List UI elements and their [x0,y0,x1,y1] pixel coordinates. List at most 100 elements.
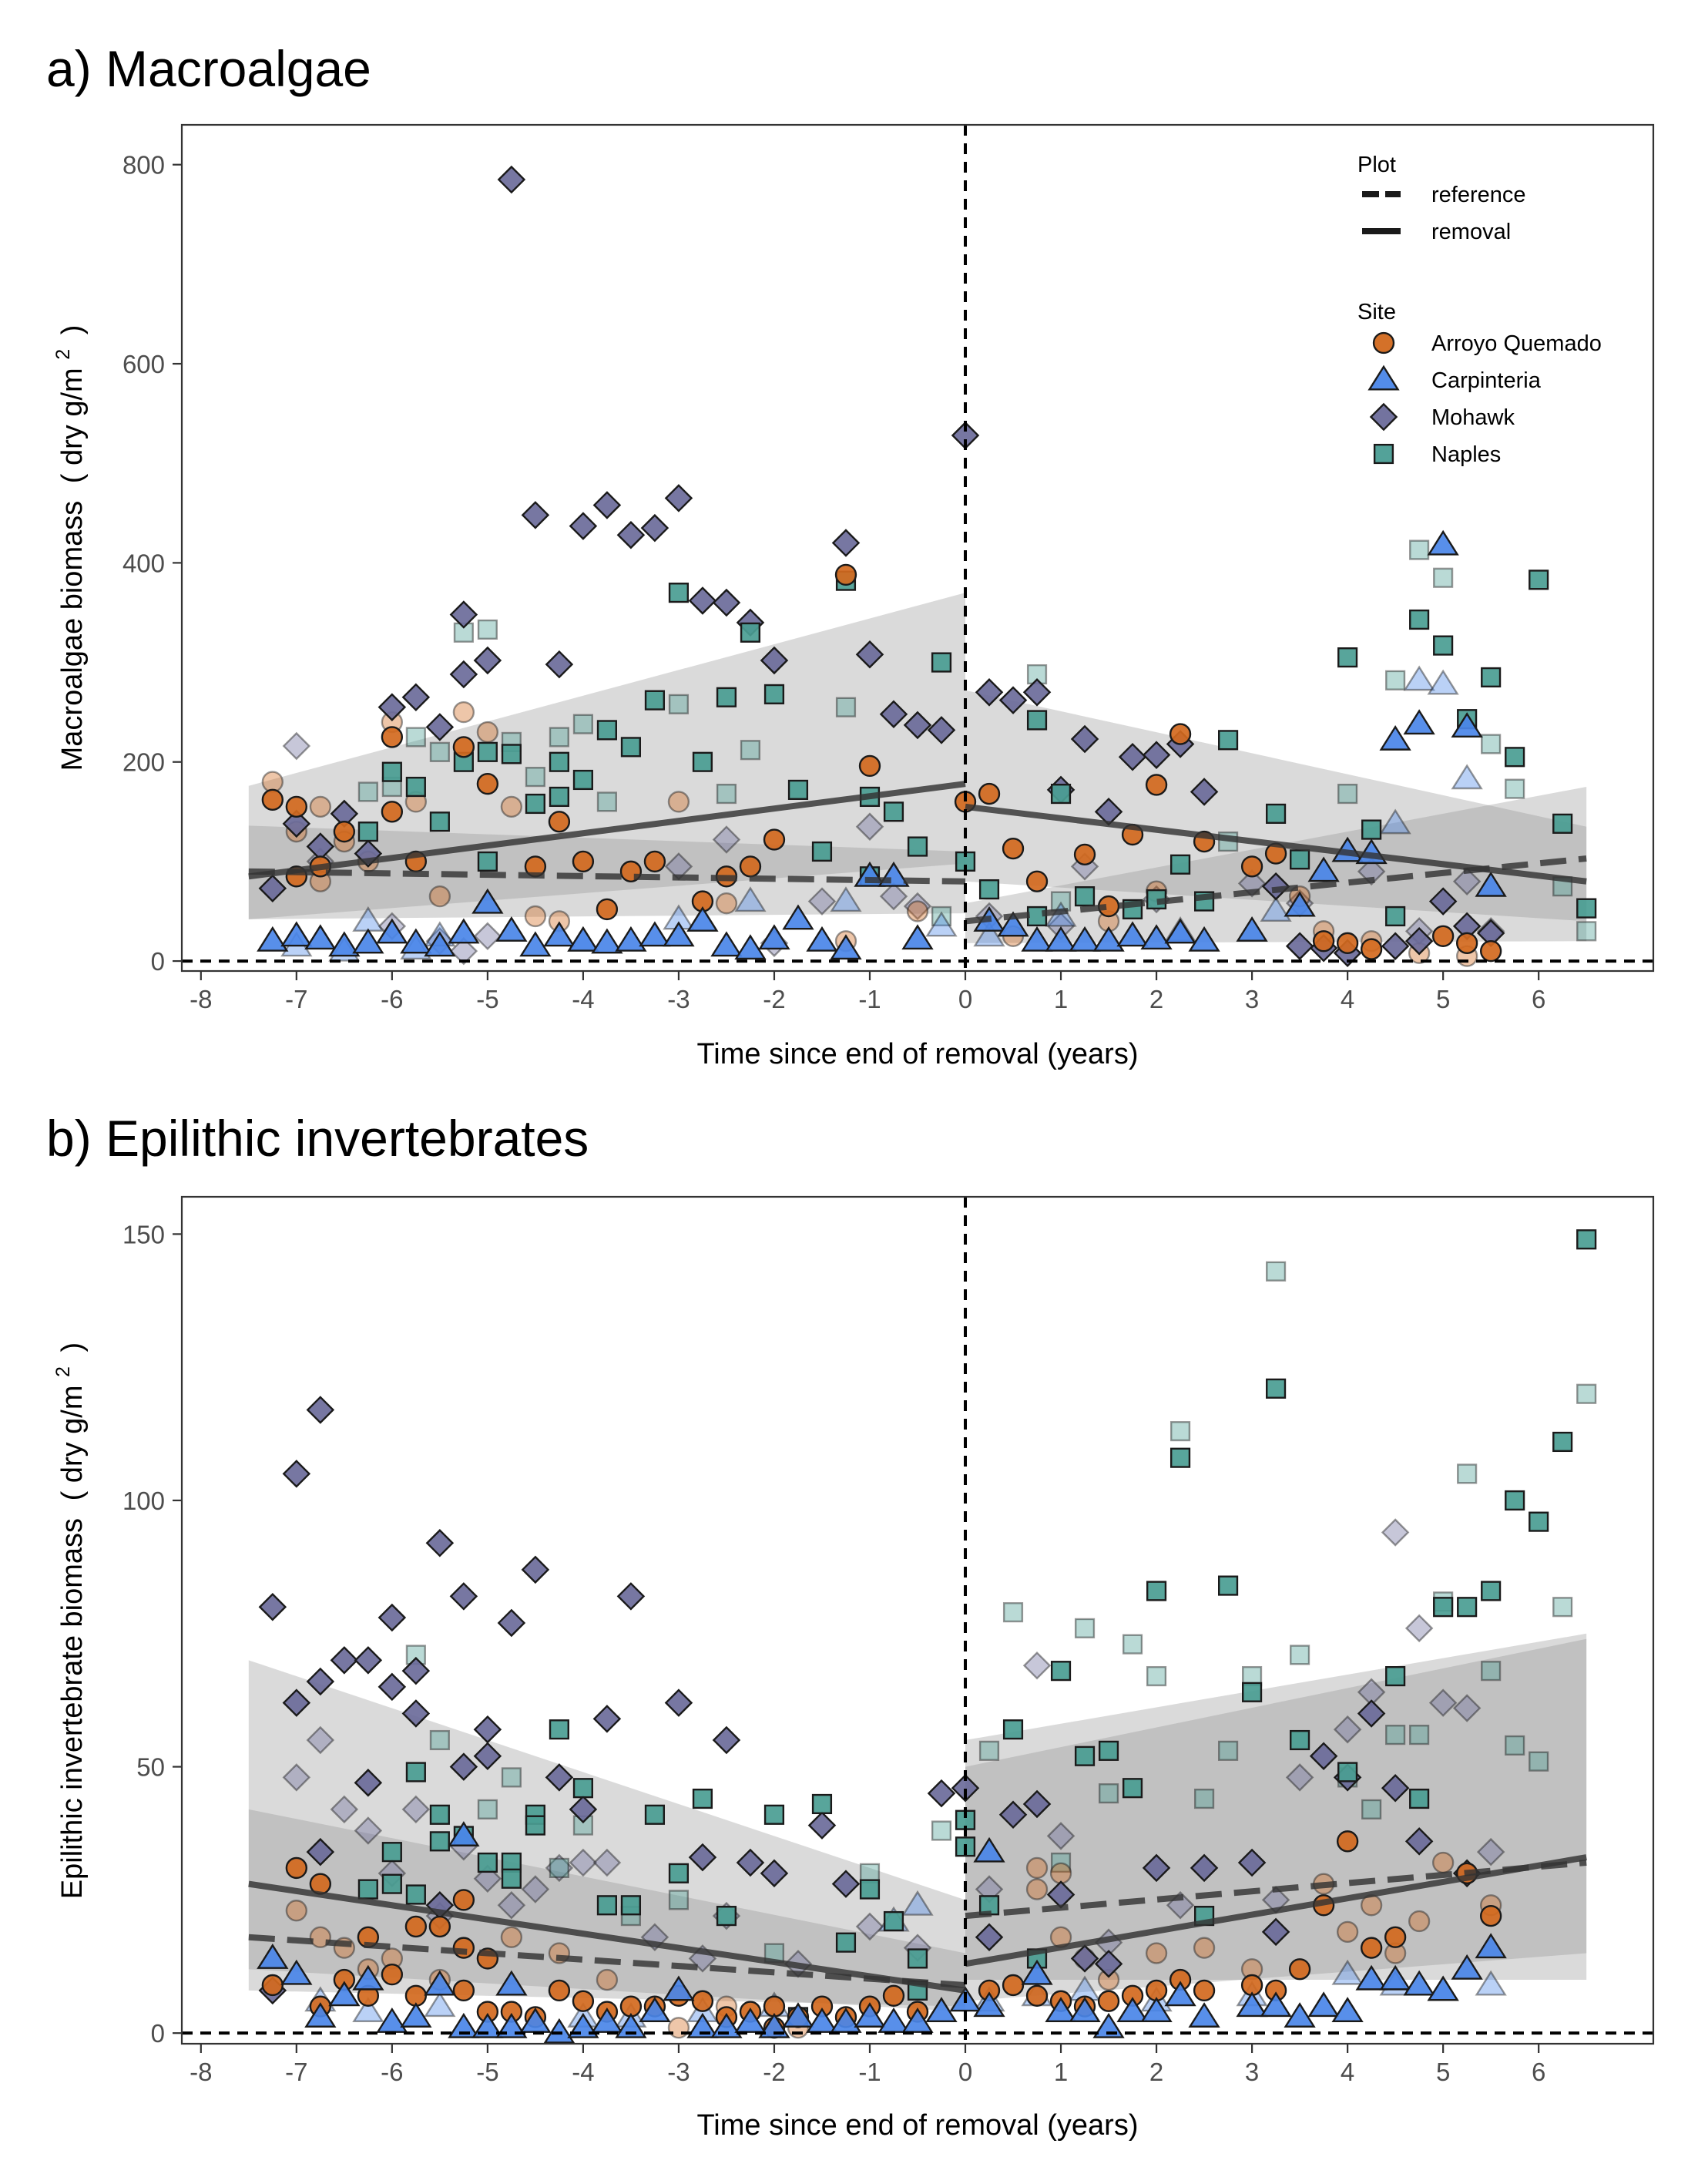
data-point-carpinteria-invertebrates [257,1944,289,1969]
panel-epilithic-invertebrates: b) Epilithic invertebrates -8 -7 -6 -5 -4 -3-… [46,1110,1655,2142]
data-point-carpinteria-invertebrates [424,1970,456,1996]
data-point-naples-invertebrates [692,1788,713,1809]
plot-background-invertebrates [182,1197,1653,2044]
legend-mohawk-key [1369,402,1398,432]
data-point-carpinteria-invertebrates [280,1959,313,1985]
data-point-mohawk-invertebrates [330,1795,359,1824]
x-tick-label-invertebrates: -5 [476,2058,498,2086]
data-point-carpinteria-macroalgae [1045,926,1077,952]
data-point-arroyo-quemado-invertebrates [1193,1979,1216,2002]
data-point-mohawk-macroalgae [1404,926,1434,956]
plot-area-invertebrates [180,1195,1655,2045]
data-point-arroyo-quemado-invertebrates [1049,1862,1072,1884]
x-tick-label-macroalgae: -8 [190,985,212,1013]
data-point-carpinteria-invertebrates [615,2012,647,2038]
points-invertebrates [257,1229,1597,2044]
data-point-arroyo-quemado-macroalgae [333,820,356,843]
data-point-carpinteria-invertebrates [1236,1991,1268,2018]
data-point-carpinteria-macroalgae [806,926,838,952]
removal-fit-line-post-macroalgae [965,803,1587,885]
data-point-naples-invertebrates [1457,1597,1478,1618]
data-point-naples-invertebrates [1002,1602,1024,1623]
x-tick-label-invertebrates: 2 [1149,2058,1163,2086]
reference-lines-invertebrates [182,1197,1653,2044]
data-point-naples-invertebrates [596,1895,617,1916]
data-point-naples-invertebrates [405,1762,426,1782]
data-point-mohawk-invertebrates [378,1672,407,1702]
data-point-arroyo-quemado-macroalgae [476,721,499,744]
data-point-carpinteria-macroalgae [1092,926,1125,952]
data-point-naples-macroalgae [1552,813,1573,834]
data-point-naples-macroalgae [763,684,785,704]
data-point-carpinteria-macroalgae [376,918,408,944]
y-axis-title-close-invertebrates: ) [56,1342,89,1352]
data-point-mohawk-invertebrates [1070,1944,1099,1973]
data-point-mohawk-macroalgae [903,892,932,921]
panel-title-macroalgae: a) Macroalgae [46,40,371,97]
data-point-naples-invertebrates [907,1948,928,1969]
data-point-carpinteria-invertebrates [543,2018,576,2044]
data-point-arroyo-quemado-macroalgae [643,850,666,873]
data-point-mohawk-macroalgae [545,650,574,679]
data-point-naples-invertebrates [763,1804,785,1825]
data-point-arroyo-quemado-macroalgae [572,850,595,873]
y-tick-label-macroalgae: 600 [122,350,165,378]
data-point-naples-invertebrates [549,1857,569,1878]
data-point-arroyo-quemado-macroalgae [1169,723,1192,745]
data-point-naples-invertebrates [1409,1725,1430,1746]
data-point-carpinteria-macroalgae [471,888,504,914]
data-point-naples-macroalgae [1576,921,1597,942]
data-point-mohawk-invertebrates [449,1752,478,1781]
data-point-mohawk-invertebrates [616,1582,646,1611]
data-point-mohawk-macroalgae [688,586,717,615]
data-point-carpinteria-macroalgae [734,886,767,912]
data-point-arroyo-quemado-invertebrates [691,1990,714,2012]
data-point-carpinteria-invertebrates [806,2007,838,2033]
data-point-carpinteria-macroalgae [400,928,432,954]
data-point-naples-macroalgae [620,737,642,758]
data-point-arroyo-quemado-invertebrates [548,1979,571,2002]
data-point-carpinteria-macroalgae [1164,918,1196,944]
data-point-naples-macroalgae [1481,734,1502,754]
x-tick-label-invertebrates: -6 [381,2058,403,2086]
data-point-mohawk-invertebrates [378,1603,407,1632]
data-point-arroyo-quemado-invertebrates [285,1900,307,1922]
data-point-naples-macroalgae [1050,783,1072,805]
removal-ci-band-pre-macroalgae [248,593,966,919]
data-point-carpinteria-invertebrates [1188,2002,1220,2028]
data-point-carpinteria-invertebrates [1021,1959,1053,1985]
data-point-naples-macroalgae [1169,854,1191,875]
y-tick-label-macroalgae: 0 [151,947,165,976]
data-point-mohawk-invertebrates [688,1843,717,1872]
data-point-carpinteria-macroalgae [925,911,958,937]
data-point-naples-macroalgae [1218,730,1239,751]
data-point-naples-invertebrates [1290,1729,1310,1751]
data-point-naples-invertebrates [477,1799,498,1819]
data-point-naples-invertebrates [1122,1634,1143,1655]
data-point-arroyo-quemado-invertebrates [1025,1984,1049,2007]
data-point-mohawk-macroalgae [521,501,550,529]
reference-fit-line-pre-invertebrates [248,1934,966,1988]
data-point-naples-macroalgae [740,740,761,761]
data-point-arroyo-quemado-invertebrates [882,1984,905,2007]
data-point-mohawk-macroalgae [1070,724,1099,754]
data-point-arroyo-quemado-macroalgae [428,885,451,908]
reference-fit-line-post-invertebrates [965,1860,1587,1920]
data-point-naples-macroalgae [596,791,617,812]
legend-plot-title: Plot [1357,153,1396,177]
removal-ci-band-post-invertebrates [965,1638,1587,2001]
y-tick-label-invertebrates: 150 [122,1220,165,1248]
data-point-arroyo-quemado-macroalgae [1479,940,1502,963]
data-point-mohawk-invertebrates [1357,1699,1386,1728]
data-point-naples-macroalgae [644,690,666,711]
data-point-carpinteria-invertebrates [1069,1997,1101,2023]
data-point-naples-invertebrates [811,1793,833,1815]
data-point-carpinteria-invertebrates [400,2002,432,2028]
data-point-arroyo-quemado-macroalgae [476,772,499,795]
data-point-mohawk-macroalgae [1118,743,1147,771]
data-point-mohawk-invertebrates [1404,1827,1434,1856]
data-point-arroyo-quemado-macroalgae [1240,855,1263,878]
data-point-naples-macroalgae [1505,747,1525,768]
data-point-naples-invertebrates [1050,1852,1072,1873]
data-point-carpinteria-invertebrates [448,2012,480,2038]
